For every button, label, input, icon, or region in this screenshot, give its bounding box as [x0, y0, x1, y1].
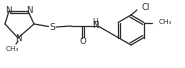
Text: CH₃: CH₃	[5, 46, 19, 52]
Text: N: N	[92, 21, 98, 31]
Text: N: N	[15, 34, 21, 43]
Text: Cl: Cl	[141, 3, 149, 13]
Text: S: S	[49, 24, 55, 33]
Text: N: N	[5, 6, 11, 15]
Text: CH₃: CH₃	[159, 20, 172, 26]
Text: H: H	[92, 18, 98, 27]
Text: N: N	[26, 6, 32, 15]
Text: O: O	[80, 37, 86, 45]
